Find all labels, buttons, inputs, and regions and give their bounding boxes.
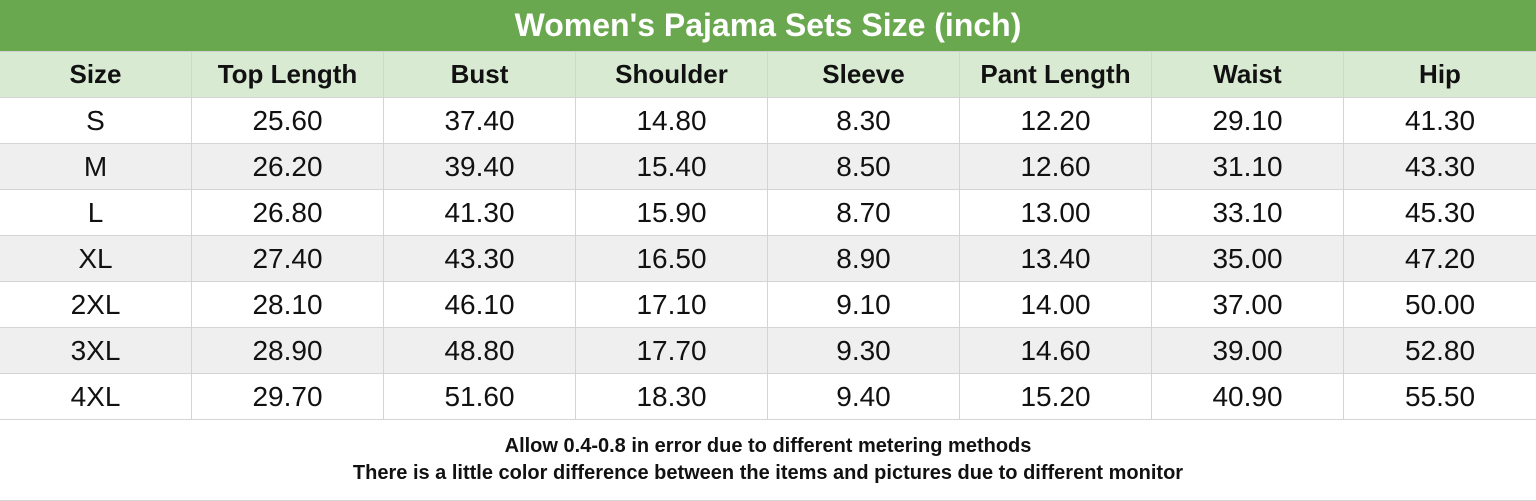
table-cell: 12.60 [960, 144, 1152, 190]
table-cell: 14.60 [960, 328, 1152, 374]
table-cell: 35.00 [1152, 236, 1344, 282]
table-cell: 3XL [0, 328, 192, 374]
table-cell: 40.90 [1152, 374, 1344, 420]
table-cell: 55.50 [1344, 374, 1536, 420]
table-cell: 28.10 [192, 282, 384, 328]
header-cell: Waist [1152, 52, 1344, 98]
table-cell: 9.10 [768, 282, 960, 328]
table-cell: 14.80 [576, 98, 768, 144]
table-cell: 8.30 [768, 98, 960, 144]
table-cell: 48.80 [384, 328, 576, 374]
table-cell: 14.00 [960, 282, 1152, 328]
header-cell: Top Length [192, 52, 384, 98]
table-cell: 26.20 [192, 144, 384, 190]
header-cell: Bust [384, 52, 576, 98]
table-cell: 28.90 [192, 328, 384, 374]
header-cell: Hip [1344, 52, 1536, 98]
table-cell: 46.10 [384, 282, 576, 328]
table-cell: 37.40 [384, 98, 576, 144]
table-cell: 8.50 [768, 144, 960, 190]
table-cell: 37.00 [1152, 282, 1344, 328]
table-cell: 9.30 [768, 328, 960, 374]
table-cell: 17.70 [576, 328, 768, 374]
table-cell: 33.10 [1152, 190, 1344, 236]
size-table: Size Top Length Bust Shoulder Sleeve Pant Len… [0, 52, 1536, 420]
table-cell: 31.10 [1152, 144, 1344, 190]
table-cell: 41.30 [1344, 98, 1536, 144]
table-cell: 18.30 [576, 374, 768, 420]
table-cell: L [0, 190, 192, 236]
table-cell: 15.90 [576, 190, 768, 236]
title: Women's Pajama Sets Size (inch) [0, 0, 1536, 52]
header-cell: Shoulder [576, 52, 768, 98]
table-cell: M [0, 144, 192, 190]
note: Allow 0.4-0.8 in error due to different … [504, 435, 1032, 457]
table-cell: 47.20 [1344, 236, 1536, 282]
table-cell: 13.40 [960, 236, 1152, 282]
table-cell: 26.80 [192, 190, 384, 236]
table-cell: 41.30 [384, 190, 576, 236]
note: There is a little color difference betwe… [352, 462, 1184, 484]
notes: Allow 0.4-0.8 in error due to different … [0, 420, 1536, 501]
table-cell: 17.10 [576, 282, 768, 328]
table-cell: 15.20 [960, 374, 1152, 420]
table-cell: 29.70 [192, 374, 384, 420]
table-cell: 51.60 [384, 374, 576, 420]
table-cell: 8.90 [768, 236, 960, 282]
table-cell: 39.40 [384, 144, 576, 190]
header-cell: Pant Length [960, 52, 1152, 98]
table-cell: 43.30 [1344, 144, 1536, 190]
table-cell: 25.60 [192, 98, 384, 144]
table-cell: 52.80 [1344, 328, 1536, 374]
table-cell: 45.30 [1344, 190, 1536, 236]
table-cell: 27.40 [192, 236, 384, 282]
table-cell: 2XL [0, 282, 192, 328]
table-cell: 29.10 [1152, 98, 1344, 144]
header-cell: Size [0, 52, 192, 98]
table-cell: 13.00 [960, 190, 1152, 236]
table-cell: 9.40 [768, 374, 960, 420]
header-cell: Sleeve [768, 52, 960, 98]
table-cell: 43.30 [384, 236, 576, 282]
table-cell: 39.00 [1152, 328, 1344, 374]
table-cell: 4XL [0, 374, 192, 420]
table-cell: 16.50 [576, 236, 768, 282]
table-cell: XL [0, 236, 192, 282]
table-cell: 12.20 [960, 98, 1152, 144]
table-cell: S [0, 98, 192, 144]
table-cell: 50.00 [1344, 282, 1536, 328]
table-cell: 15.40 [576, 144, 768, 190]
table-cell: 8.70 [768, 190, 960, 236]
